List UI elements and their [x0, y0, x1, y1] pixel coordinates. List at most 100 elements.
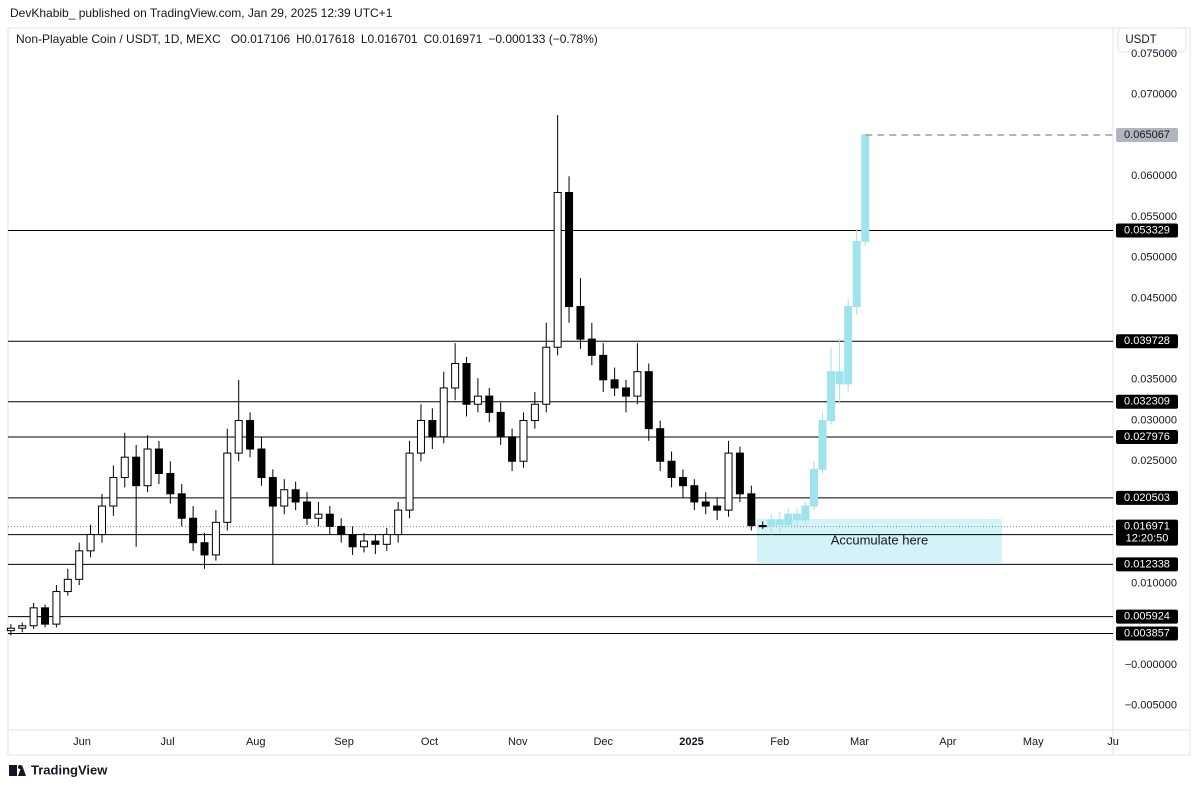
- y-tick-label: −0.005000: [1125, 699, 1177, 711]
- level-label-bg: [1116, 490, 1178, 505]
- candle-body: [565, 192, 574, 308]
- y-tick-label: 0.075000: [1131, 48, 1177, 60]
- candle-body: [496, 411, 505, 438]
- candle-body: [656, 428, 665, 462]
- candle-body: [52, 591, 61, 625]
- current-price-bg: [1116, 519, 1178, 546]
- ohlc-value: L0.016701: [361, 32, 418, 46]
- level-label-bg: [1116, 334, 1178, 349]
- candle-body: [177, 493, 186, 519]
- candle-body: [109, 477, 118, 507]
- x-tick-label: 2025: [679, 736, 703, 748]
- candle-body: [439, 387, 448, 438]
- candle-body: [576, 306, 585, 340]
- x-tick-label: Mar: [850, 736, 869, 748]
- x-tick-label: May: [1023, 736, 1044, 748]
- footer-brand: TradingView: [31, 762, 108, 777]
- level-label-bg: [1116, 394, 1178, 409]
- candle-body: [359, 540, 368, 548]
- tradingview-logo: [9, 765, 26, 776]
- candle-body: [154, 448, 163, 474]
- level-label: 0.027976: [1124, 431, 1170, 443]
- candle-body: [610, 379, 619, 389]
- plot-area: Accumulate here: [6, 115, 1113, 636]
- level-label: 0.039728: [1124, 335, 1170, 347]
- candle-body: [41, 607, 50, 625]
- candle-body: [508, 436, 517, 462]
- candle-body: [132, 456, 141, 487]
- ohlc-info: O0.017106 H0.017618 L0.016701 C0.016971 −0.0…: [231, 32, 598, 46]
- candle-body: [587, 338, 596, 356]
- candle-body: [348, 534, 357, 548]
- x-tick-label: Feb: [770, 736, 789, 748]
- y-tick-label: −0.000000: [1125, 659, 1177, 671]
- y-tick-label: 0.010000: [1131, 577, 1177, 589]
- candle-body: [644, 371, 653, 430]
- currency-button-label[interactable]: USDT: [1125, 34, 1156, 46]
- ohlc-value: C0.016971: [424, 32, 483, 46]
- candle-body: [735, 452, 744, 495]
- candle-body: [337, 525, 346, 536]
- level-label: 0.020503: [1124, 492, 1170, 504]
- candle-body: [394, 509, 403, 536]
- candle-body: [291, 489, 300, 503]
- y-tick-label: 0.060000: [1131, 170, 1177, 182]
- candle-body: [18, 625, 27, 629]
- candle-body: [827, 371, 836, 422]
- candle-body: [63, 578, 72, 593]
- candle-body: [268, 477, 277, 507]
- ohlc-value: O0.017106: [231, 32, 291, 46]
- candle-body: [120, 456, 129, 479]
- candle-body: [852, 240, 861, 308]
- candle-body: [405, 452, 414, 511]
- candle-body: [818, 420, 827, 470]
- x-tick-label: Jul: [160, 736, 174, 748]
- candle-body: [143, 448, 152, 487]
- target-label-bg: [1116, 127, 1178, 142]
- candle-body: [97, 505, 106, 536]
- candle-body: [371, 540, 380, 545]
- candle-body: [325, 513, 334, 527]
- level-label: 0.003857: [1124, 627, 1170, 639]
- candle-body: [633, 371, 642, 397]
- candle-body: [246, 420, 255, 450]
- level-label-bg: [1116, 430, 1178, 445]
- candle-body: [75, 550, 84, 580]
- chart-frame: [7, 27, 1191, 756]
- level-label: 0.053329: [1124, 224, 1170, 236]
- candle-body: [200, 542, 209, 556]
- candle-body: [462, 363, 471, 405]
- x-tick-label: Aug: [246, 736, 266, 748]
- candle-body: [835, 371, 844, 385]
- current-price-label: 0.016971: [1124, 521, 1170, 533]
- candle-body: [303, 501, 312, 519]
- y-tick-label: 0.050000: [1131, 252, 1177, 264]
- candle-body: [382, 534, 391, 545]
- currency-button[interactable]: [1117, 27, 1187, 53]
- x-tick-label: Dec: [593, 736, 613, 748]
- candle-body: [6, 627, 15, 632]
- y-tick-label: 0.035000: [1131, 374, 1177, 386]
- candle-body: [473, 395, 482, 405]
- candle-body: [257, 448, 266, 479]
- candle-body: [416, 420, 425, 454]
- x-tick-label: Oct: [421, 736, 438, 748]
- candle-body: [189, 517, 198, 544]
- candle-body: [758, 525, 767, 528]
- candle-body: [29, 607, 38, 627]
- candle-body: [485, 395, 494, 413]
- candle-body: [678, 477, 687, 487]
- x-tick-label: Apr: [939, 736, 956, 748]
- level-label-bg: [1116, 609, 1178, 624]
- candle-body: [690, 485, 699, 503]
- candle-body: [530, 403, 539, 422]
- y-tick-label: 0.030000: [1131, 414, 1177, 426]
- level-label: 0.032309: [1124, 396, 1170, 408]
- candle-body: [553, 192, 562, 348]
- level-label: 0.012338: [1124, 558, 1170, 570]
- y-tick-label: 0.070000: [1131, 89, 1177, 101]
- candle-body: [701, 501, 710, 507]
- candle-body: [861, 134, 870, 242]
- x-tick-label: Jun: [73, 736, 91, 748]
